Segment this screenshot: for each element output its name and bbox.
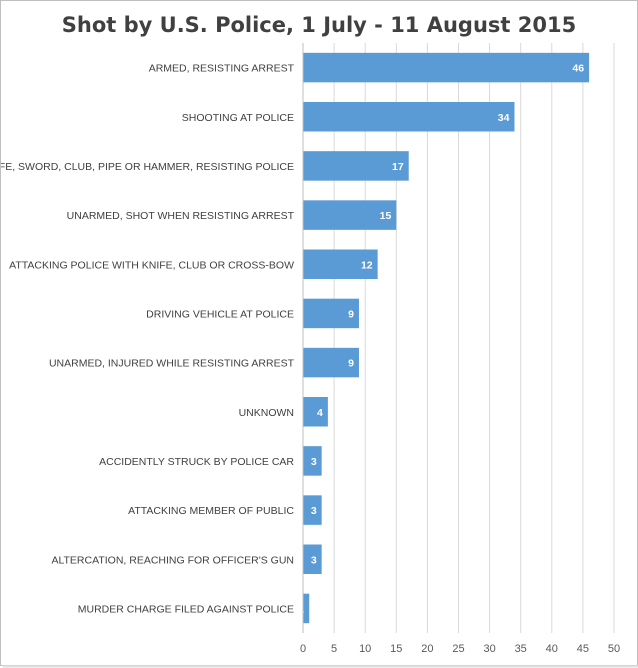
category-label: ATTACKING POLICE WITH KNIFE, CLUB OR CRO…	[9, 259, 294, 271]
category-label: SHOOTING AT POLICE	[182, 112, 294, 124]
x-tick-label: 0	[300, 643, 306, 655]
x-tick-label: 5	[331, 643, 337, 655]
bar	[303, 52, 590, 83]
x-tick-label: 45	[577, 643, 589, 655]
bar	[303, 298, 359, 329]
category-label: ALTERCATION, REACHING FOR OFFICER'S GUN	[51, 554, 294, 566]
category-label: DRIVING VEHICLE AT POLICE	[146, 308, 294, 320]
data-label: 9	[348, 358, 354, 370]
category-label: ATTACKING MEMBER OF PUBLIC	[128, 505, 294, 517]
bar	[303, 495, 322, 525]
bar	[303, 446, 322, 476]
data-label: 1	[298, 603, 304, 615]
category-label: ARMED, RESISTING ARREST	[149, 63, 295, 75]
frame-shadow	[3, 665, 638, 668]
data-label: 3	[311, 456, 317, 468]
bar	[303, 102, 515, 132]
x-tick-label: 30	[483, 643, 495, 655]
category-label: UNKNOWN	[239, 407, 294, 419]
data-label: 3	[311, 554, 317, 566]
x-tick-label: 10	[359, 643, 371, 655]
bar	[303, 249, 378, 279]
category-label: KNIFE, SWORD, CLUB, PIPE OR HAMMER, RESI…	[1, 161, 294, 173]
data-label: 3	[311, 505, 317, 517]
x-tick-label: 35	[515, 643, 527, 655]
data-label: 34	[498, 112, 510, 124]
chart-title: Shot by U.S. Police, 1 July - 11 August …	[61, 13, 577, 37]
bar	[303, 397, 328, 427]
data-label: 12	[361, 259, 373, 271]
x-tick-label: 50	[608, 643, 620, 655]
bar	[303, 347, 359, 378]
data-label: 9	[348, 308, 354, 320]
x-tick-label: 15	[390, 643, 402, 655]
data-label: 4	[317, 407, 323, 419]
category-label: ACCIDENTLY STRUCK BY POLICE CAR	[99, 456, 294, 468]
x-tick-label: 25	[452, 643, 464, 655]
bar	[303, 151, 409, 181]
x-tick-label: 20	[421, 643, 433, 655]
category-label: UNARMED, SHOT WHEN RESISTING ARREST	[67, 210, 295, 222]
x-tick-label: 40	[546, 643, 558, 655]
bar	[303, 544, 322, 574]
bar	[303, 200, 397, 230]
data-label: 46	[572, 63, 584, 75]
category-label: MURDER CHARGE FILED AGAINST POLICE	[78, 603, 294, 615]
data-label: 15	[380, 210, 392, 222]
bar	[303, 593, 310, 624]
data-label: 17	[392, 161, 404, 173]
category-label: UNARMED, INJURED WHILE RESISTING ARREST	[49, 358, 295, 370]
